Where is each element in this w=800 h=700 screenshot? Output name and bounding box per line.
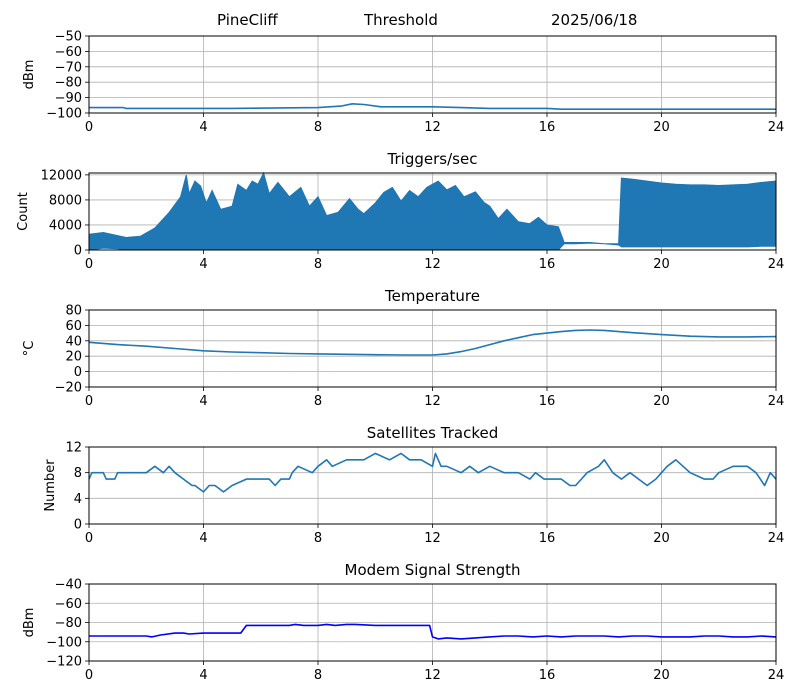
x-tick-label: 16 xyxy=(539,120,556,135)
x-tick-label: 4 xyxy=(199,257,207,272)
date-label: 2025/06/18 xyxy=(551,11,638,29)
y-tick-label: −120 xyxy=(46,655,82,670)
axes-frame xyxy=(88,35,777,114)
y-tick-label: 8 xyxy=(74,466,82,481)
y-axis-label: dBm xyxy=(22,608,37,638)
axes-frame xyxy=(88,583,777,662)
x-tick-label: 8 xyxy=(314,120,322,135)
x-tick-label: 4 xyxy=(199,531,207,546)
y-tick-label: 0 xyxy=(74,244,82,259)
x-tick-label: 24 xyxy=(768,531,785,546)
x-tick-label: 12 xyxy=(424,394,441,409)
x-tick-label: 0 xyxy=(85,668,93,683)
x-tick-label: 24 xyxy=(768,668,785,683)
axes-frame xyxy=(88,309,777,388)
y-axis-label: Number xyxy=(43,459,58,512)
axes-frame xyxy=(88,172,777,251)
x-tick-label: 24 xyxy=(768,257,785,272)
x-tick-label: 4 xyxy=(199,668,207,683)
panel-threshold: 0 4 8 12 16 20 24 −50−60−70−80−90−100 dBm xyxy=(22,30,784,136)
chart-title: Satellites Tracked xyxy=(367,424,498,442)
y-tick-label: −50 xyxy=(55,30,82,45)
y-tick-label: 4 xyxy=(74,492,82,507)
y-tick-label: −80 xyxy=(55,616,82,631)
panel-modem: 0 4 8 12 16 20 24 −40 −60 −80 −100 −120 Modem Signal… xyxy=(22,561,784,683)
y-axis-label: Count xyxy=(16,192,31,231)
x-tick-label: 20 xyxy=(653,257,670,272)
x-tick-label: 12 xyxy=(424,668,441,683)
y-tick-label: −60 xyxy=(55,597,82,612)
y-tick-label: −70 xyxy=(55,60,82,75)
y-tick-label: −80 xyxy=(55,76,82,91)
series-line-modem xyxy=(89,623,777,640)
x-tick-label: 8 xyxy=(314,531,322,546)
x-tick-label: 0 xyxy=(85,257,93,272)
y-tick-label: 0 xyxy=(74,518,82,533)
y-tick-label: 4000 xyxy=(49,218,82,233)
chart-title: Modem Signal Strength xyxy=(345,561,521,579)
x-tick-label: 24 xyxy=(768,394,785,409)
axes-frame xyxy=(88,446,777,525)
series-line-satellites xyxy=(88,452,777,493)
y-tick-label: −100 xyxy=(46,635,82,650)
chart-title: Temperature xyxy=(384,287,480,305)
y-tick-label: 40 xyxy=(65,334,82,349)
x-tick-label: 20 xyxy=(653,531,670,546)
x-tick-label: 8 xyxy=(314,668,322,683)
x-tick-label: 0 xyxy=(85,120,93,135)
station-name: PineCliff xyxy=(217,11,278,29)
x-tick-label: 0 xyxy=(85,531,93,546)
y-tick-label: −100 xyxy=(46,107,82,122)
y-tick-label: 12000 xyxy=(41,168,82,183)
mode-label: Threshold xyxy=(364,11,438,29)
series-line-threshold xyxy=(89,103,776,110)
x-tick-label: 20 xyxy=(653,394,670,409)
x-tick-label: 16 xyxy=(539,257,556,272)
chart-title: Triggers/sec xyxy=(387,150,478,168)
x-tick-label: 16 xyxy=(539,668,556,683)
x-tick-label: 0 xyxy=(85,394,93,409)
y-tick-label: −60 xyxy=(55,45,82,60)
y-tick-label: −20 xyxy=(55,381,82,396)
y-tick-label: −90 xyxy=(55,91,82,106)
y-tick-label: 60 xyxy=(65,319,82,334)
x-tick-label: 12 xyxy=(424,120,441,135)
x-tick-label: 16 xyxy=(539,394,556,409)
x-tick-label: 16 xyxy=(539,531,556,546)
series-line-temperature xyxy=(88,329,777,356)
x-tick-label: 8 xyxy=(314,257,322,272)
x-tick-label: 12 xyxy=(424,531,441,546)
x-tick-label: 20 xyxy=(653,120,670,135)
x-tick-label: 24 xyxy=(768,120,785,135)
y-tick-label: 8000 xyxy=(49,193,82,208)
x-tick-label: 4 xyxy=(199,394,207,409)
x-tick-label: 4 xyxy=(199,120,207,135)
y-tick-label: −40 xyxy=(55,578,82,593)
y-tick-label: 12 xyxy=(65,441,82,456)
y-axis-label: °C xyxy=(22,341,37,357)
y-tick-label: 80 xyxy=(65,304,82,319)
y-tick-label: 0 xyxy=(74,365,82,380)
x-tick-label: 20 xyxy=(653,668,670,683)
series-band-triggers xyxy=(88,171,777,251)
x-tick-label: 12 xyxy=(424,257,441,272)
x-tick-label: 8 xyxy=(314,394,322,409)
y-axis-label: dBm xyxy=(22,60,37,90)
panel-satellites: 0 4 8 12 16 20 24 0 4 8 12 Satellites Tracked Number xyxy=(43,424,784,546)
panel-triggers: 0 4 8 12 16 20 24 0 4000 8000 12000 Triggers/sec Cou… xyxy=(16,150,784,272)
y-tick-label: 20 xyxy=(65,350,82,365)
